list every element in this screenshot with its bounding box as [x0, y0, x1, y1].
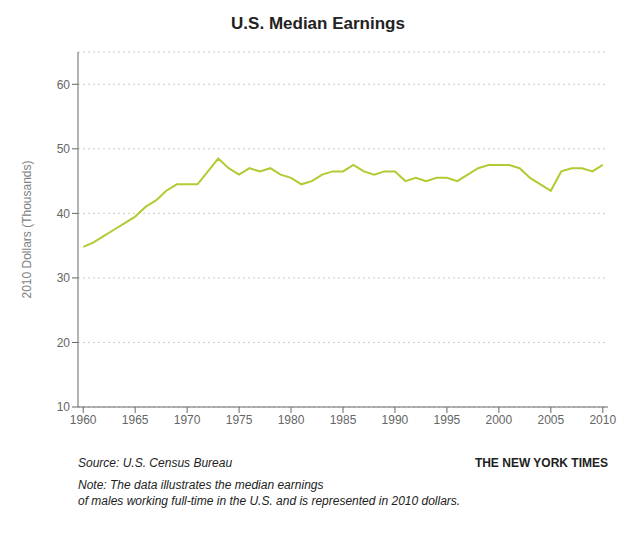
svg-text:10: 10 — [57, 400, 71, 414]
svg-text:1970: 1970 — [174, 413, 201, 427]
svg-text:1990: 1990 — [382, 413, 409, 427]
html-text:U.S. Median Earnings: U.S. Median Earnings — [231, 14, 405, 33]
svg-text:1965: 1965 — [122, 413, 149, 427]
html-text:THE NEW YORK TIMES: THE NEW YORK TIMES — [474, 456, 608, 470]
svg-text:1985: 1985 — [330, 413, 357, 427]
svg-text:60: 60 — [57, 78, 71, 92]
svg-text:40: 40 — [57, 207, 71, 221]
svg-text:2005: 2005 — [537, 413, 564, 427]
svg-text:2010 Dollars (Thousands): 2010 Dollars (Thousands) — [20, 160, 34, 298]
html-text:Note: The data illustrates the: Note: The data illustrates the median ea… — [78, 478, 461, 508]
svg-text:1960: 1960 — [70, 413, 97, 427]
svg-text:20: 20 — [57, 336, 71, 350]
svg-text:30: 30 — [57, 271, 71, 285]
svg-text:1975: 1975 — [226, 413, 253, 427]
svg-text:1995: 1995 — [434, 413, 461, 427]
svg-text:2000: 2000 — [486, 413, 513, 427]
svg-text:2010: 2010 — [589, 413, 616, 427]
svg-text:50: 50 — [57, 142, 71, 156]
html-text:Source: U.S. Census Bureau: Source: U.S. Census Bureau — [78, 456, 233, 470]
svg-text:1980: 1980 — [278, 413, 305, 427]
